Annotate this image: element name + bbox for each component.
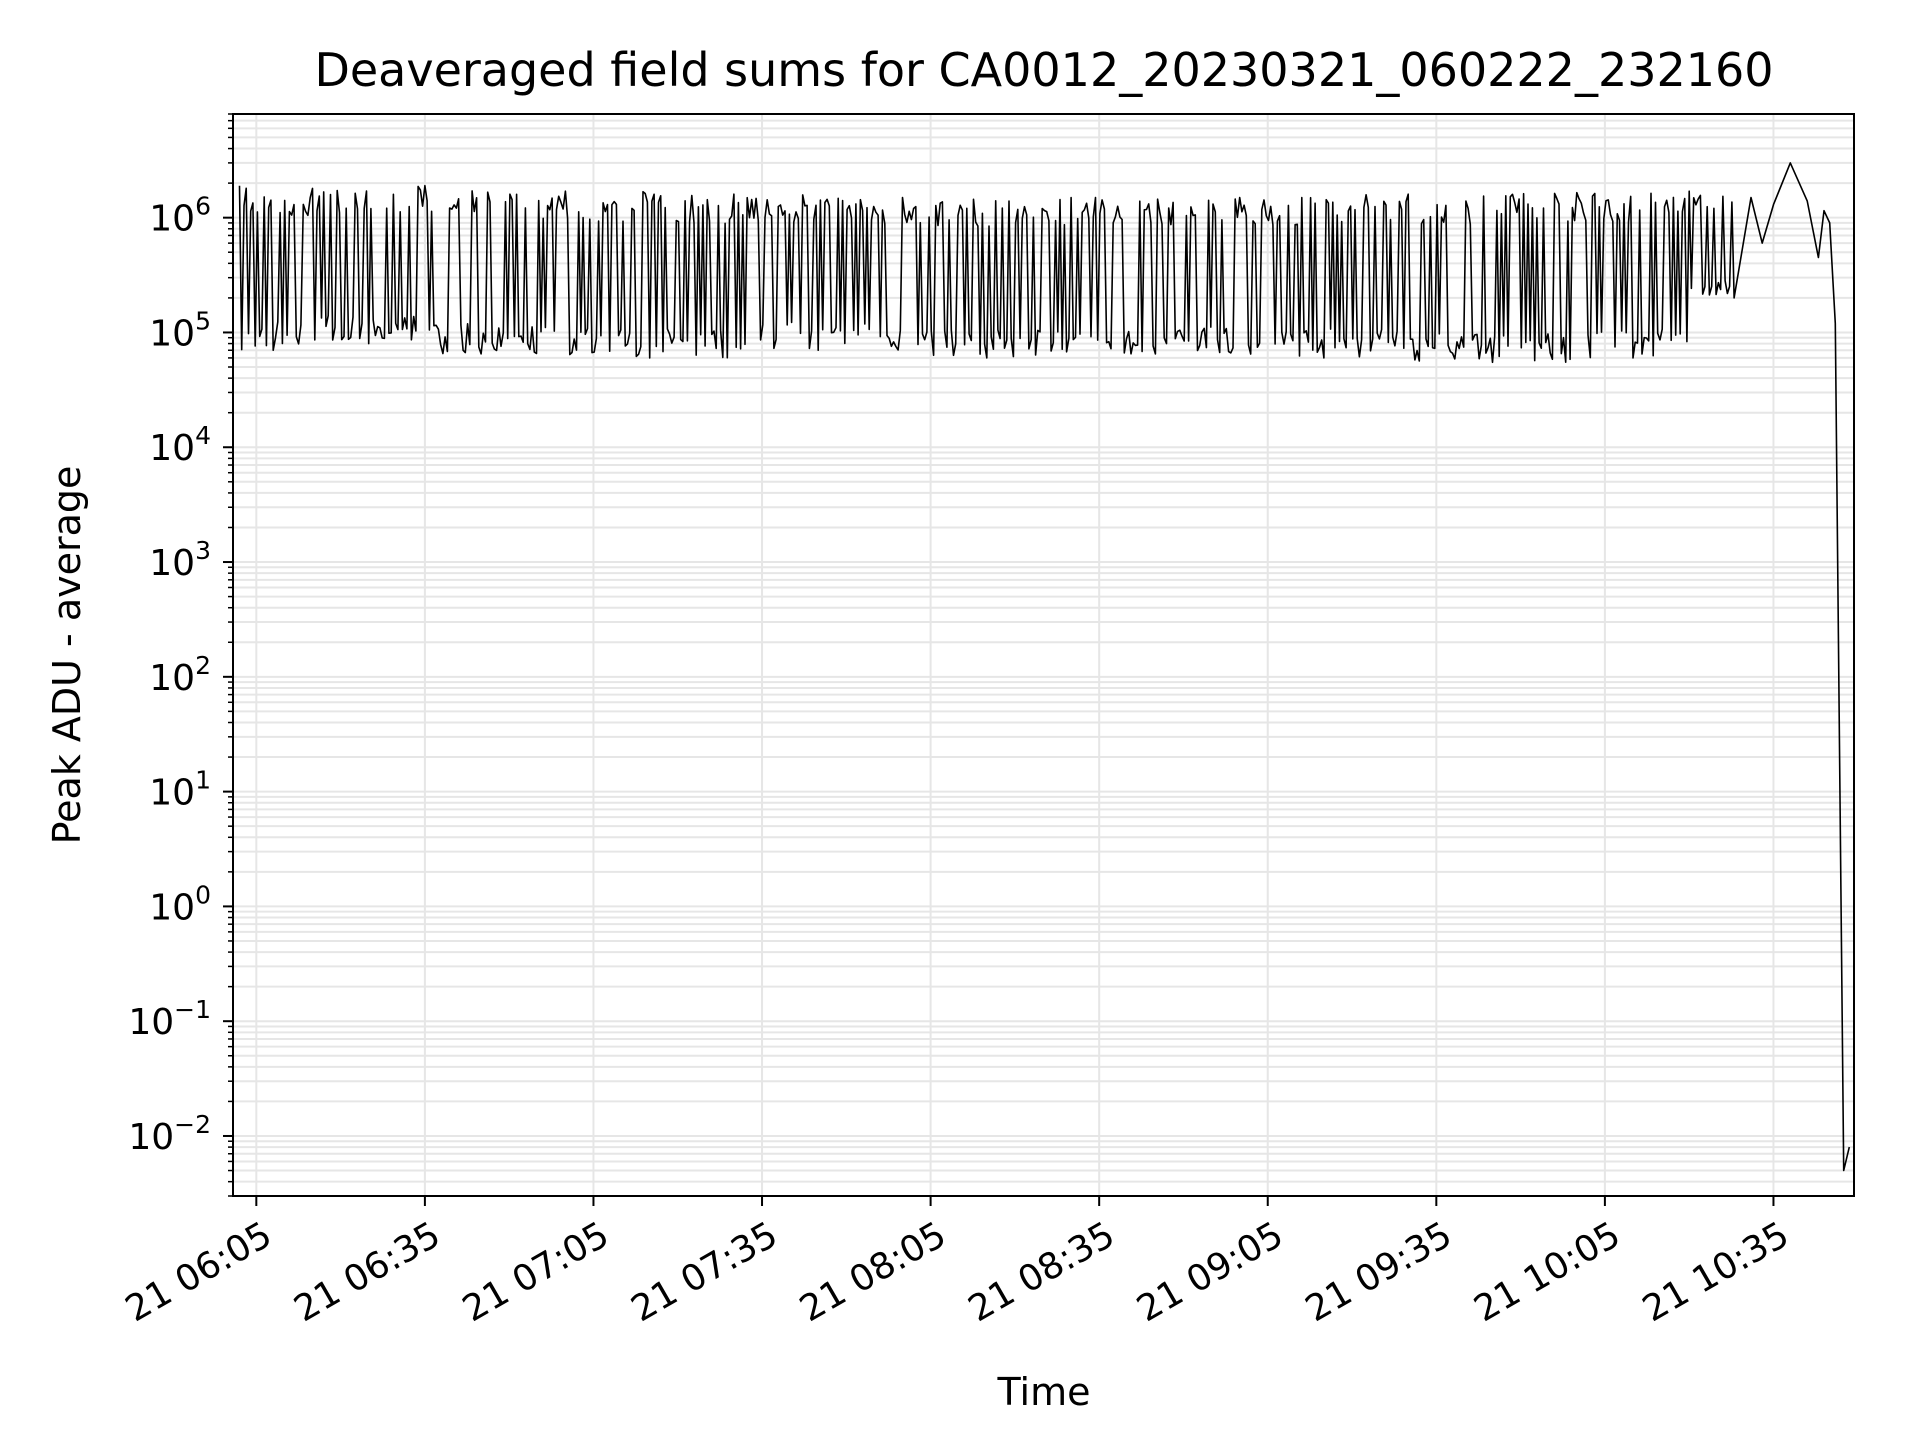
grid-lines [233,113,1854,1197]
y-tick-label: 103 [149,536,211,584]
x-tick-label: 21 08:35 [962,1214,1122,1330]
series-layer [238,162,1851,1172]
x-tick-label: 21 09:35 [1299,1214,1459,1330]
chart-title: Deaveraged field sums for CA0012_2023032… [314,43,1773,97]
y-tick-label: 106 [149,192,211,240]
x-tick-label: 21 06:05 [119,1214,279,1330]
x-tick-label: 21 06:35 [287,1214,447,1330]
y-tick-label: 104 [149,421,211,469]
y-tick-label: 105 [149,306,211,354]
x-tick-label: 21 10:05 [1467,1214,1627,1330]
x-tick-label: 21 07:05 [456,1214,616,1330]
x-axis-label: Time [997,1370,1091,1414]
y-tick-label: 10−1 [128,995,211,1043]
y-tick-label: 100 [149,880,211,928]
y-axis: 10−2 10−1 100 101 102 103 104 105 106 [128,113,233,1197]
series-line [238,162,1851,1172]
y-tick-label: 102 [149,651,211,699]
x-axis: 21 06:05 21 06:35 21 07:05 21 07:35 21 08:05… [119,1196,1796,1330]
x-tick-label: 21 08:05 [793,1214,953,1330]
x-tick-label: 21 09:05 [1130,1214,1290,1330]
y-tick-label: 10−2 [128,1110,211,1158]
plot-frame [232,113,1855,1197]
x-tick-label: 21 10:35 [1636,1214,1796,1330]
x-tick-label: 21 07:35 [625,1214,785,1330]
y-axis-label: Peak ADU - average [45,466,89,845]
y-tick-label: 101 [149,766,211,814]
